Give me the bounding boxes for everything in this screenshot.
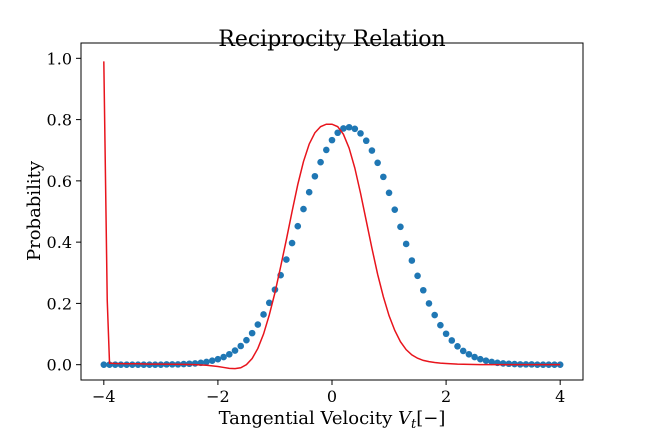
- x-axis-label-var: V: [398, 408, 413, 429]
- data-point: [431, 311, 438, 319]
- data-point: [448, 337, 456, 344]
- data-point: [328, 136, 336, 144]
- data-point: [260, 311, 267, 318]
- data-point: [368, 147, 376, 154]
- y-tick-label: 0.6: [47, 172, 72, 191]
- data-point: [214, 355, 222, 363]
- y-tick-label: 0.8: [47, 111, 72, 130]
- data-point: [305, 188, 313, 196]
- x-axis-label-unit: [−]: [416, 408, 445, 429]
- data-point: [186, 360, 193, 368]
- data-point: [477, 355, 484, 363]
- data-point: [300, 205, 307, 213]
- data-point: [111, 361, 119, 368]
- data-point: [459, 347, 467, 355]
- data-point: [231, 347, 239, 354]
- data-point: [499, 360, 507, 367]
- data-point: [425, 300, 433, 307]
- x-tick-label: 2: [441, 387, 451, 406]
- data-point: [100, 361, 108, 368]
- x-tick-label: 0: [327, 387, 337, 406]
- line-series: [103, 61, 561, 370]
- data-point: [385, 189, 393, 197]
- data-point: [471, 353, 478, 361]
- data-point: [488, 358, 496, 366]
- data-point: [311, 172, 319, 180]
- data-point: [226, 350, 233, 358]
- data-point: [317, 158, 324, 166]
- data-point: [191, 360, 199, 367]
- y-tick-label: 1.0: [47, 49, 72, 68]
- data-point: [254, 321, 262, 328]
- y-tick-label: 0.0: [47, 356, 72, 375]
- data-point: [482, 357, 490, 365]
- x-axis-label: Tangential Velocity Vt[−]: [219, 408, 446, 432]
- data-point: [203, 358, 210, 366]
- data-point: [345, 123, 353, 131]
- data-point: [505, 360, 513, 368]
- x-axis-label-main: Tangential Velocity: [219, 408, 398, 429]
- data-point: [208, 357, 216, 365]
- data-point: [465, 350, 473, 358]
- data-point: [123, 361, 130, 368]
- data-point: [237, 342, 245, 350]
- data-point: [380, 173, 387, 181]
- data-point: [340, 125, 347, 132]
- data-point: [220, 353, 227, 361]
- data-point: [243, 336, 250, 344]
- data-point: [134, 361, 142, 368]
- data-point: [408, 257, 416, 264]
- data-point: [402, 240, 410, 248]
- data-point: [454, 343, 461, 350]
- data-point: [419, 286, 427, 294]
- data-point: [129, 361, 136, 368]
- data-point: [362, 137, 370, 145]
- marker-series: [100, 123, 564, 368]
- x-tick-label: −2: [206, 387, 230, 406]
- data-point: [117, 361, 125, 368]
- data-point: [334, 129, 342, 137]
- data-point: [437, 321, 444, 329]
- y-axis-label: Probability: [24, 160, 45, 261]
- data-point: [283, 256, 290, 263]
- data-point: [140, 361, 148, 368]
- data-point: [323, 146, 330, 154]
- x-tick-label: −4: [92, 387, 116, 406]
- data-point: [265, 299, 273, 307]
- data-point: [374, 159, 381, 167]
- data-point: [248, 329, 256, 337]
- data-point: [414, 272, 421, 280]
- data-point: [294, 222, 302, 230]
- tick-layer: −4 −2 0 2 4 0.0 0.2 0.4 0.6 0.8 1.0: [47, 49, 566, 406]
- data-point: [288, 239, 296, 247]
- data-point: [391, 206, 399, 213]
- chart-title: Reciprocity Relation: [218, 27, 445, 52]
- plot-frame: [80, 42, 584, 381]
- x-axis-label-sub: t: [411, 417, 417, 432]
- y-tick-label: 0.2: [47, 294, 72, 313]
- data-point: [357, 130, 364, 137]
- series-layer: [100, 61, 564, 370]
- y-tick-label: 0.4: [47, 233, 72, 252]
- data-point: [351, 125, 359, 133]
- data-point: [397, 223, 404, 231]
- data-point: [442, 330, 450, 338]
- x-tick-label: 4: [555, 387, 565, 406]
